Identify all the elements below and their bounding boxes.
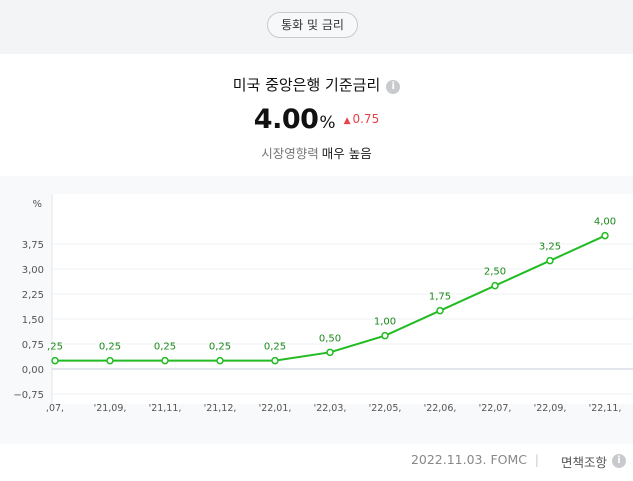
indicator-title: 미국 중앙은행 기준금리 — [232, 76, 381, 94]
y-tick-label: 1,50 — [22, 315, 44, 326]
data-point — [51, 356, 59, 365]
data-point — [491, 281, 499, 290]
info-icon[interactable]: i — [386, 80, 401, 94]
y-tick-label: 3,75 — [22, 240, 44, 251]
x-tick-label: '22,06, — [424, 403, 457, 414]
x-tick-label: '21,12, — [204, 403, 237, 414]
indicator-title-row: 미국 중앙은행 기준금리 i — [0, 74, 633, 95]
impact-label: 시장영향력 — [261, 146, 319, 161]
triangle-up-icon: ▲ — [343, 116, 351, 126]
data-label: 4,00 — [594, 217, 616, 228]
impact-level: 매우 높음 — [321, 146, 372, 161]
data-point — [381, 331, 389, 340]
data-label: 1,00 — [374, 317, 396, 328]
rate-unit: % — [319, 113, 336, 133]
data-point — [161, 356, 169, 365]
rate-value: 4.00 — [253, 104, 319, 135]
market-impact: 시장영향력 매우 높음 — [0, 143, 633, 162]
data-label: 0,25 — [99, 342, 121, 353]
data-point — [271, 356, 279, 365]
y-tick-label: 3,00 — [22, 265, 44, 276]
x-tick-label: '22,03, — [314, 403, 347, 414]
data-label: ,25 — [47, 342, 63, 353]
rate-row: 4.00% ▲ 0.75 — [0, 104, 633, 135]
plot-area — [52, 194, 633, 404]
x-tick-label: '22,05, — [369, 403, 402, 414]
y-tick-label: −0,75 — [13, 390, 44, 401]
x-tick-label: '22,01, — [259, 403, 292, 414]
data-point — [106, 356, 114, 365]
disclaimer-link[interactable]: 면책조항 — [560, 455, 607, 470]
x-tick-label: '21,09, — [94, 403, 127, 414]
footer-separator: | — [534, 452, 539, 467]
rate-change-value: 0.75 — [352, 112, 380, 126]
data-label: 0,25 — [209, 342, 231, 353]
data-label: 3,25 — [539, 242, 561, 253]
data-label: 2,50 — [484, 267, 506, 278]
top-bar: 통화 및 금리 — [0, 0, 633, 54]
y-tick-label: 0,75 — [22, 340, 44, 351]
x-tick-label: '22,09, — [534, 403, 567, 414]
data-point — [436, 306, 444, 315]
x-tick-label: ,07, — [46, 403, 64, 414]
footer-date: 2022.11.03. FOMC — [410, 452, 527, 467]
tab-currency-rates[interactable]: 통화 및 금리 — [267, 12, 358, 38]
rate-line-chart: 3,75 3,00 2,25 1,50 0,75 0,00 −0,75% ,07, '21,09… — [13, 194, 633, 414]
data-label: 0,25 — [154, 342, 176, 353]
info-icon[interactable]: i — [612, 454, 626, 468]
data-point — [326, 348, 334, 357]
data-point — [216, 356, 224, 365]
x-tick-label: '22,11, — [589, 403, 622, 414]
y-tick-label: 0,00 — [22, 365, 44, 376]
x-tick-label: '21,11, — [149, 403, 182, 414]
data-label: 0,50 — [319, 333, 341, 344]
y-tick-label: 2,25 — [22, 290, 44, 301]
data-label: 1,75 — [429, 292, 451, 303]
x-tick-label: '22,07, — [479, 403, 512, 414]
data-point — [546, 256, 554, 265]
data-point — [601, 231, 609, 240]
data-label: 0,25 — [264, 342, 286, 353]
y-unit-label: % — [32, 199, 42, 210]
rate-change: ▲ 0.75 — [344, 112, 380, 126]
